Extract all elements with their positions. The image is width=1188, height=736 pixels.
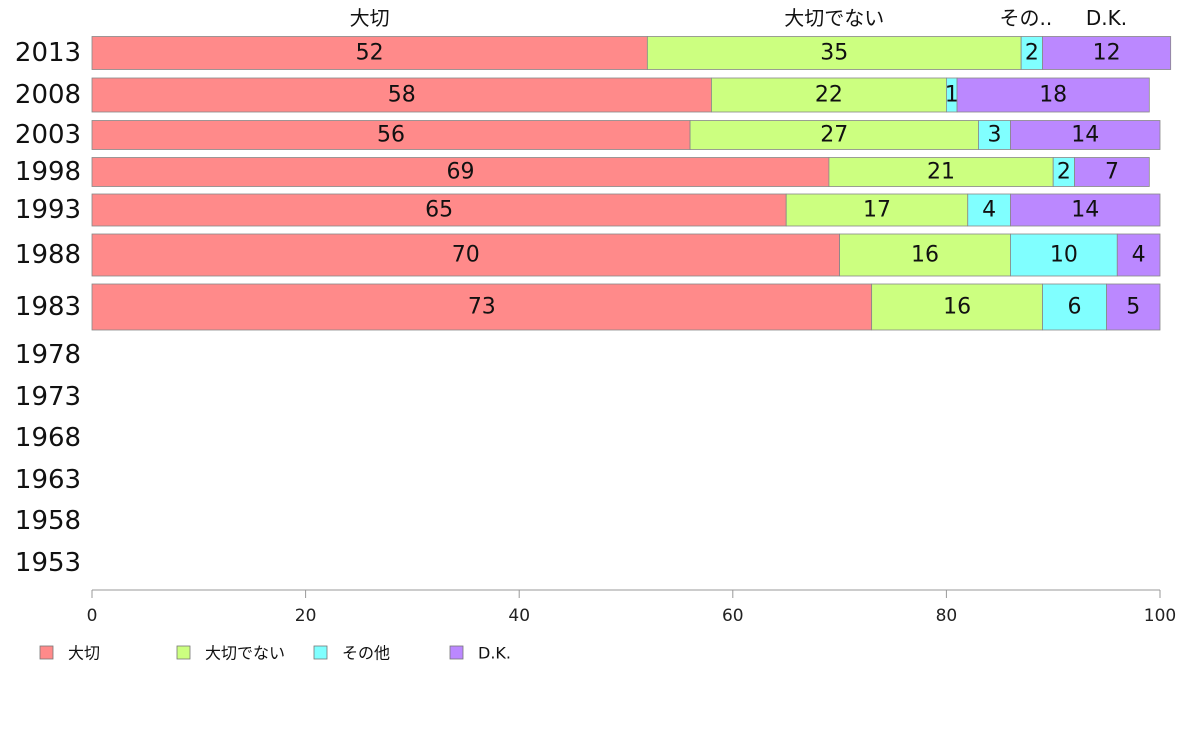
bar-segment-1993-2 (967, 193, 1011, 227)
bar-segment-1983-3 (1106, 283, 1161, 331)
data-label-2008-0: 58 (388, 83, 416, 108)
data-label-1998-3: 7 (1105, 160, 1119, 185)
data-label-1988-1: 16 (911, 243, 939, 268)
bar-segment-1988-1 (839, 233, 1011, 277)
year-label-1993: 1993 (15, 195, 81, 225)
data-label-2008-1: 22 (815, 83, 843, 108)
data-label-2003-3: 14 (1071, 123, 1099, 148)
series-header-2: その.. (999, 6, 1052, 30)
legend-swatch-0 (39, 645, 54, 660)
data-label-1983-3: 5 (1126, 295, 1140, 320)
bar-segment-1983-1 (871, 283, 1043, 331)
x-tick-label-100: 100 (1144, 606, 1176, 626)
data-label-2013-0: 52 (356, 41, 384, 66)
bar-segment-2008-0 (91, 77, 712, 113)
series-header-1: 大切でない (784, 6, 884, 30)
data-label-2008-2: 1 (945, 83, 959, 108)
bar-segment-2013-0 (91, 36, 648, 70)
data-label-1998-1: 21 (927, 160, 955, 185)
x-tick-label-80: 80 (936, 606, 958, 626)
data-label-2003-0: 56 (377, 123, 405, 148)
data-label-2008-3: 18 (1039, 83, 1067, 108)
legend: 大切 大切でない その他 D.K. (39, 644, 511, 663)
series-header-0: 大切 (350, 6, 390, 30)
data-label-2013-3: 12 (1093, 41, 1121, 66)
year-label-1973: 1973 (15, 382, 81, 412)
data-label-1993-0: 65 (425, 198, 453, 223)
data-label-1983-0: 73 (468, 295, 496, 320)
legend-label-1: 大切でない (205, 644, 285, 663)
data-label-1998-2: 2 (1057, 160, 1071, 185)
year-label-1968: 1968 (15, 423, 81, 453)
data-label-1983-2: 6 (1068, 295, 1082, 320)
data-label-1993-2: 4 (982, 198, 996, 223)
data-label-1998-0: 69 (446, 160, 474, 185)
year-label-1998: 1998 (15, 157, 81, 187)
data-label-2003-2: 3 (987, 123, 1001, 148)
bar-segment-2003-0 (91, 120, 691, 150)
x-tick-label-20: 20 (295, 606, 317, 626)
series-header-3: D.K. (1086, 6, 1127, 30)
x-axis: 0 20 40 60 80 100 (87, 589, 1176, 626)
x-tick-label-60: 60 (722, 606, 744, 626)
year-label-1963: 1963 (15, 465, 81, 495)
data-label-2013-2: 2 (1025, 41, 1039, 66)
data-label-1993-1: 17 (863, 198, 891, 223)
year-labels: 2013 2008 2003 1998 1993 1988 1983 1978 1973 1968… (15, 38, 81, 578)
bar-segment-1993-0 (91, 193, 787, 227)
year-label-2003: 2003 (15, 120, 81, 150)
data-label-2013-1: 35 (820, 41, 848, 66)
legend-swatch-2 (313, 645, 328, 660)
bar-segment-1988-0 (91, 233, 840, 277)
bar-segment-1988-3 (1116, 233, 1161, 277)
year-label-1958: 1958 (15, 506, 81, 536)
bar-segment-2008-3 (956, 77, 1150, 113)
bar-segment-1993-3 (1010, 193, 1161, 227)
bar-segment-1998-3 (1074, 157, 1150, 187)
bar-segment-2008-1 (711, 77, 947, 113)
bar-segment-1983-0 (91, 283, 873, 331)
data-label-1988-0: 70 (452, 243, 480, 268)
legend-swatch-1 (176, 645, 191, 660)
bar-segment-2003-3 (1010, 120, 1161, 150)
x-tick-label-0: 0 (87, 606, 98, 626)
bar-segment-2013-3 (1042, 36, 1172, 70)
legend-swatch-3 (449, 645, 464, 660)
series-header-labels: 大切 大切でない その.. D.K. (350, 6, 1127, 30)
x-tick-label-40: 40 (508, 606, 530, 626)
data-label-1988-2: 10 (1050, 243, 1078, 268)
data-label-1993-3: 14 (1071, 198, 1099, 223)
year-label-1978: 1978 (15, 340, 81, 370)
year-label-1988: 1988 (15, 240, 81, 270)
data-label-1983-1: 16 (943, 295, 971, 320)
bar-segment-2003-2 (978, 120, 1011, 150)
legend-label-3: D.K. (478, 644, 511, 663)
year-label-2013: 2013 (15, 38, 81, 68)
bar-segment-1993-1 (785, 193, 969, 227)
bar-segment-1998-1 (828, 157, 1054, 187)
bar-segment-2013-1 (646, 36, 1022, 70)
data-label-1988-3: 4 (1132, 243, 1146, 268)
bar-segment-2003-1 (689, 120, 979, 150)
data-label-2003-1: 27 (820, 123, 848, 148)
year-label-2008: 2008 (15, 80, 81, 110)
legend-label-2: その他 (342, 644, 390, 663)
year-label-1983: 1983 (15, 292, 81, 322)
bar-segment-1998-0 (91, 157, 830, 187)
year-label-1953: 1953 (15, 548, 81, 578)
legend-label-0: 大切 (68, 644, 100, 663)
